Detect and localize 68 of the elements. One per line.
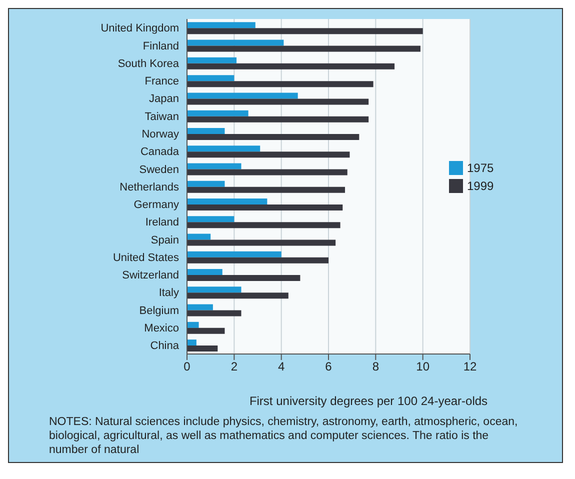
bar bbox=[187, 328, 225, 334]
y-tick-label: China bbox=[150, 340, 180, 352]
y-tick-label: South Korea bbox=[118, 58, 180, 70]
x-tick-label: 2 bbox=[230, 360, 238, 374]
bar bbox=[187, 198, 268, 204]
bar bbox=[187, 204, 343, 210]
bar bbox=[187, 304, 213, 310]
y-tick-label: Italy bbox=[158, 287, 180, 300]
bar bbox=[187, 286, 242, 293]
x-tick-label: 12 bbox=[463, 360, 477, 374]
bar bbox=[187, 216, 234, 222]
y-tick-label: Sweden bbox=[139, 164, 179, 176]
bar bbox=[187, 169, 348, 176]
bar bbox=[187, 81, 374, 88]
bar bbox=[187, 146, 260, 152]
x-tick-label: 4 bbox=[278, 360, 285, 374]
bar bbox=[187, 40, 284, 46]
bar bbox=[187, 57, 237, 64]
x-tick-label: 6 bbox=[325, 360, 332, 374]
y-tick-label: Switzerland bbox=[122, 270, 179, 282]
bar bbox=[187, 310, 242, 316]
bar bbox=[187, 251, 282, 258]
y-tick-label: France bbox=[144, 76, 179, 88]
y-tick-label: Canada bbox=[140, 146, 180, 158]
x-tick-label: 0 bbox=[184, 360, 191, 374]
bar bbox=[187, 63, 395, 70]
y-tick-label: Netherlands bbox=[120, 181, 180, 194]
y-tick-label: Finland bbox=[142, 40, 179, 52]
bar bbox=[187, 92, 298, 99]
bar bbox=[187, 234, 211, 240]
bar bbox=[187, 28, 423, 34]
y-tick-label: Taiwan bbox=[144, 110, 179, 123]
bar bbox=[187, 46, 420, 52]
bar bbox=[187, 257, 328, 264]
y-tick-label: Germany bbox=[134, 199, 180, 212]
bar bbox=[187, 134, 360, 140]
y-tick-label: Mexico bbox=[144, 322, 179, 334]
bar bbox=[187, 152, 350, 158]
legend-label: 1975 bbox=[467, 161, 494, 175]
bar bbox=[187, 163, 242, 170]
bar bbox=[187, 346, 218, 352]
bar bbox=[187, 116, 369, 122]
bar bbox=[187, 275, 300, 282]
y-tick-label: United Kingdom bbox=[100, 22, 179, 35]
bar bbox=[187, 340, 196, 346]
y-tick-label: Ireland bbox=[145, 216, 179, 229]
x-tick-label: 10 bbox=[416, 360, 430, 374]
bar bbox=[187, 186, 346, 193]
bar bbox=[187, 128, 225, 134]
y-tick-label: Spain bbox=[150, 234, 179, 246]
x-axis-title: First university degrees per 100 24-year-olds bbox=[248, 394, 489, 408]
bar bbox=[187, 322, 199, 328]
y-tick-label: Japan bbox=[149, 93, 179, 106]
x-tick-label: 8 bbox=[372, 360, 380, 374]
bar bbox=[187, 98, 369, 105]
legend-label: 1999 bbox=[467, 179, 494, 193]
y-tick-label: Belgium bbox=[139, 304, 179, 317]
y-tick-label: Norway bbox=[142, 128, 180, 141]
bar bbox=[187, 240, 336, 246]
bar bbox=[187, 110, 248, 116]
bar bbox=[187, 292, 288, 299]
bar bbox=[187, 22, 256, 28]
bar bbox=[187, 180, 225, 187]
y-tick-label: United States bbox=[112, 252, 180, 264]
text: NOTES: Natural sciences include physics, chemistry, astronomy, earth, atmospheric, ocean, biological, agricultural, as well as mathematics and computer sciences. The ratio is the number of natural bbox=[49, 415, 519, 457]
bar bbox=[187, 269, 222, 276]
bar bbox=[187, 75, 234, 82]
bar bbox=[187, 222, 340, 228]
